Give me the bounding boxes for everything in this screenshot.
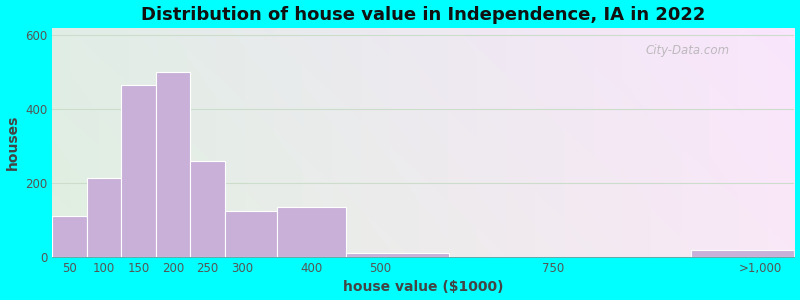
X-axis label: house value ($1000): house value ($1000) <box>343 280 503 294</box>
Bar <box>277 207 346 257</box>
Text: City-Data.com: City-Data.com <box>646 44 730 57</box>
Bar <box>691 250 794 257</box>
Bar <box>86 178 122 257</box>
Bar <box>190 161 225 257</box>
Bar <box>346 253 450 257</box>
Bar <box>225 211 277 257</box>
Bar <box>156 72 190 257</box>
Title: Distribution of house value in Independence, IA in 2022: Distribution of house value in Independe… <box>141 6 706 24</box>
Bar <box>52 216 86 257</box>
Y-axis label: houses: houses <box>6 115 19 170</box>
Bar <box>122 85 156 257</box>
